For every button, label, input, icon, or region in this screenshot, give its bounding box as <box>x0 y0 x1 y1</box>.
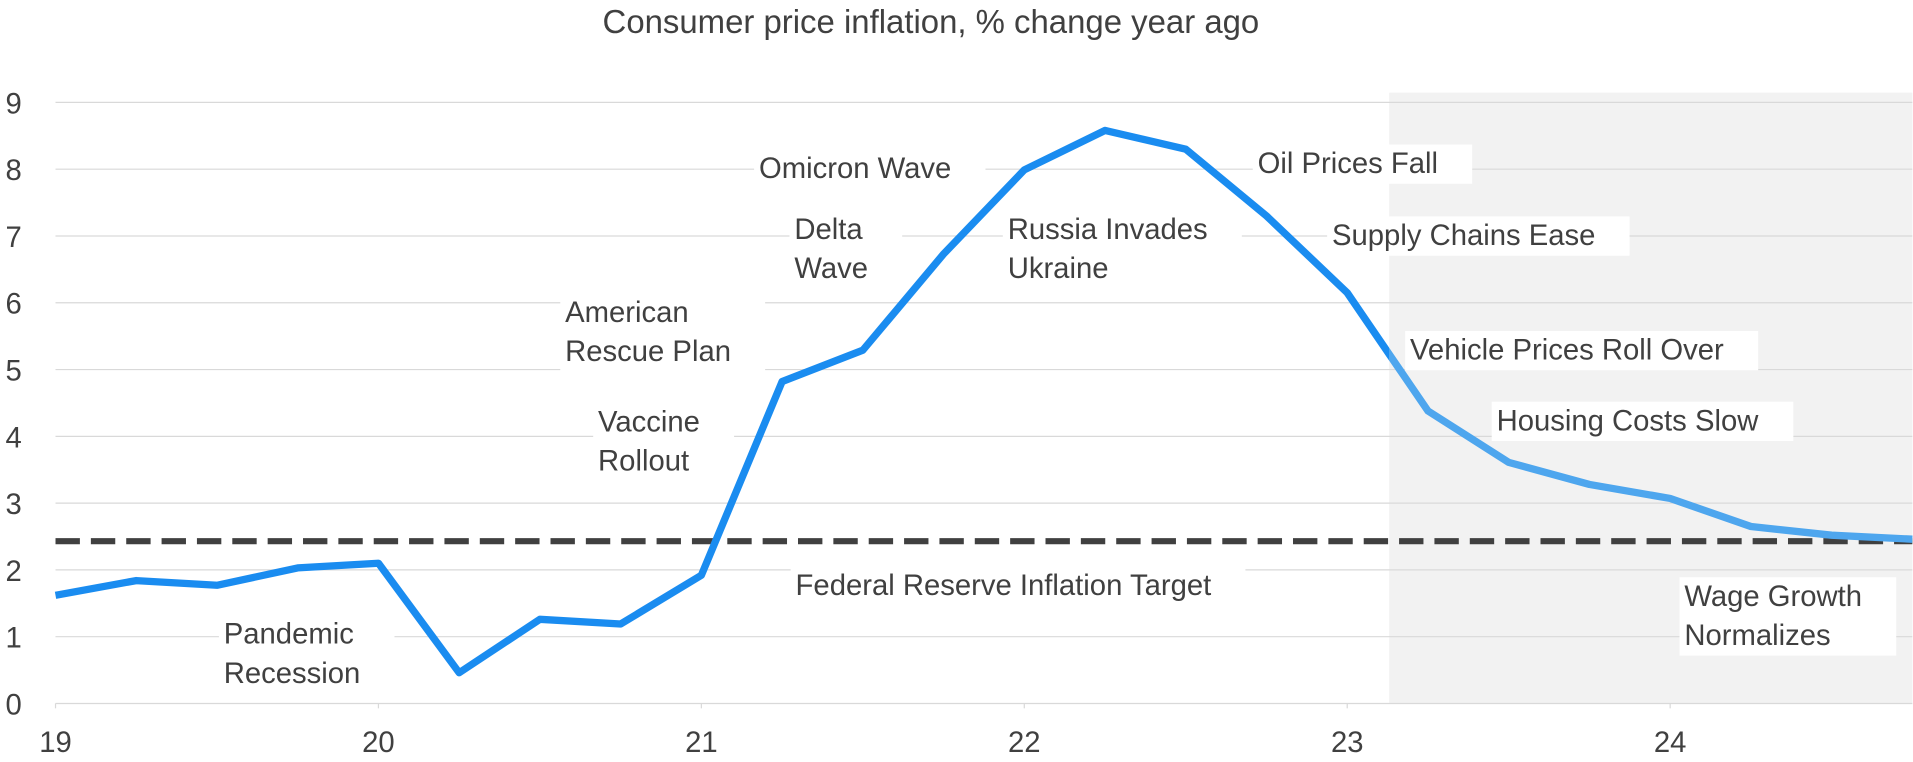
annotation-line: Russia Invades <box>1008 214 1208 246</box>
annotation-bg <box>218 615 395 694</box>
inflation-line <box>54 126 1913 677</box>
chart-title: Consumer price inflation, % change year … <box>603 3 1260 40</box>
annotation: Wage Growth Normalizes <box>1679 577 1897 656</box>
annotation-line: Vaccine <box>598 407 700 439</box>
annotation-bg <box>790 566 1246 606</box>
annotation-text: Russia Invades Ukraine <box>1008 214 1208 285</box>
annotation-line: Normalizes <box>1684 620 1830 652</box>
annotation-bg <box>1252 144 1473 184</box>
annotation-line: Wave <box>794 253 868 285</box>
annotation-text: Vaccine Rollout <box>598 407 700 478</box>
annotation-bg <box>560 293 766 372</box>
annotation-bg <box>593 402 735 482</box>
annotation-line: American <box>565 297 689 329</box>
y-tick-label: 7 <box>6 222 22 254</box>
annotation-bg <box>1327 216 1630 256</box>
annotation-line: Rescue Plan <box>565 336 731 368</box>
annotation-bg <box>1405 331 1759 371</box>
annotation-text: Housing Costs Slow <box>1497 405 1760 437</box>
annotation-line: Delta <box>794 214 863 246</box>
annotation-line: Ukraine <box>1008 253 1109 285</box>
annotation: Vehicle Prices Roll Over <box>1405 331 1759 371</box>
annotation-line: Rollout <box>598 446 689 478</box>
y-tick-label: 8 <box>6 155 22 187</box>
annotation: Russia Invades Ukraine <box>1002 210 1242 289</box>
annotation: Federal Reserve Inflation Target <box>790 566 1246 606</box>
annotation-line: Oil Prices Fall <box>1258 148 1438 180</box>
y-tick-label: 0 <box>6 689 22 721</box>
annotation: Delta Wave <box>789 210 903 289</box>
annotation-bg <box>1679 577 1897 656</box>
annotation-text: Oil Prices Fall <box>1258 148 1438 180</box>
annotation: Housing Costs Slow <box>1491 401 1794 442</box>
annotation: Vaccine Rollout <box>593 402 735 482</box>
annotation-line: Omicron Wave <box>759 153 951 185</box>
y-tick-label: 6 <box>6 289 22 321</box>
y-tick-label: 5 <box>6 356 22 388</box>
y-tick-label: 9 <box>6 88 22 120</box>
annotation: Pandemic Recession <box>218 615 395 694</box>
annotation-bg <box>789 210 903 289</box>
y-tick-label: 1 <box>6 623 22 655</box>
annotation-line: Wage Growth <box>1684 581 1862 613</box>
annotation-text: Federal Reserve Inflation Target <box>796 570 1212 602</box>
y-tick-label: 4 <box>6 422 22 454</box>
annotation-line: Recession <box>224 658 361 690</box>
annotation-text: Delta Wave <box>794 214 868 285</box>
annotation-line: Pandemic <box>224 619 354 651</box>
annotation-text: Vehicle Prices Roll Over <box>1410 335 1724 367</box>
annotation-bg <box>1002 210 1242 289</box>
annotation-line: Vehicle Prices Roll Over <box>1410 335 1724 367</box>
annotation-line: Supply Chains Ease <box>1332 220 1595 252</box>
y-tick-label: 2 <box>6 556 22 588</box>
x-tick-label: 23 <box>1331 727 1364 759</box>
x-tick-label: 19 <box>39 727 72 759</box>
annotation-line: Housing Costs Slow <box>1497 405 1760 437</box>
annotation-text: Wage Growth Normalizes <box>1684 581 1862 652</box>
annotation-text: American Rescue Plan <box>565 297 731 368</box>
y-tick-label: 3 <box>6 489 22 521</box>
annotation-bg <box>1491 401 1794 442</box>
annotation-text: Pandemic Recession <box>224 619 361 690</box>
annotation-bg <box>754 149 986 189</box>
annotation: Omicron Wave <box>754 149 986 189</box>
x-tick-label: 22 <box>1008 727 1041 759</box>
x-tick-label: 21 <box>685 727 718 759</box>
x-tick-label: 24 <box>1654 727 1687 759</box>
x-tick-label: 20 <box>362 727 395 759</box>
annotation-text: Omicron Wave <box>759 153 951 185</box>
annotation: American Rescue Plan <box>560 293 766 372</box>
annotation: Supply Chains Ease <box>1327 216 1630 256</box>
annotation: Oil Prices Fall <box>1252 144 1473 184</box>
annotation-text: Supply Chains Ease <box>1332 220 1595 252</box>
